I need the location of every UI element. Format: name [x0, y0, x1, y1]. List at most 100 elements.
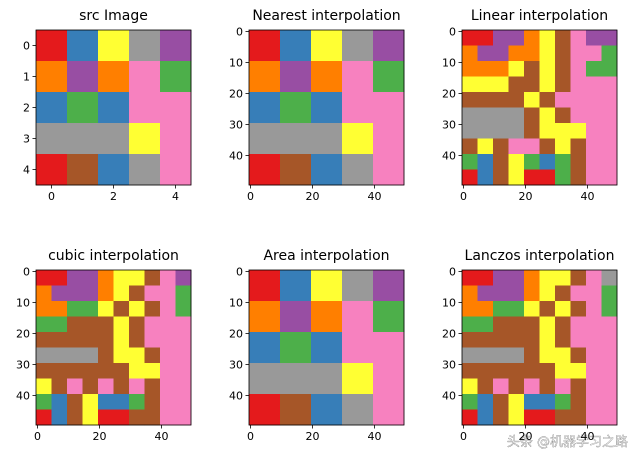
pixel — [113, 270, 130, 286]
pixel — [82, 409, 99, 426]
pixel — [601, 45, 618, 62]
pixel — [280, 30, 312, 62]
pixel — [539, 270, 556, 286]
pixel — [493, 378, 509, 395]
pixel — [539, 138, 556, 155]
pixel — [508, 378, 525, 395]
pixel — [113, 332, 130, 348]
pixel — [493, 107, 509, 124]
pixel — [508, 61, 525, 77]
pixel — [586, 123, 602, 139]
pixel — [524, 76, 540, 93]
pixel — [82, 316, 99, 333]
pixel — [311, 270, 343, 302]
pixel — [129, 154, 161, 186]
pixel — [508, 347, 525, 364]
pixel — [570, 92, 587, 108]
pixel — [508, 301, 525, 317]
x-tick-label: 2 — [110, 190, 117, 203]
pixel — [67, 394, 83, 410]
pixel — [601, 301, 618, 317]
pixel — [493, 409, 509, 426]
pixel — [144, 301, 161, 317]
pixel — [160, 154, 192, 186]
pixel — [36, 316, 52, 333]
pixel — [586, 45, 602, 62]
pixel — [113, 285, 130, 302]
pixel — [280, 92, 312, 124]
pixel — [67, 154, 99, 186]
pixel — [555, 92, 571, 108]
pixel — [342, 61, 374, 93]
pixel — [477, 107, 494, 124]
pixel — [570, 332, 587, 348]
pixel — [51, 347, 68, 364]
y-tick-label: 10 — [229, 57, 243, 70]
x-tick-label: 40 — [368, 430, 382, 443]
pixel — [601, 332, 618, 348]
subplot-title: Nearest interpolation — [252, 8, 400, 24]
pixel — [175, 409, 192, 426]
pixel — [98, 347, 114, 364]
pixel — [493, 363, 509, 379]
subplot-title: Lanczos interpolation — [465, 248, 615, 264]
axes-frame — [461, 29, 618, 186]
pixel — [493, 169, 509, 186]
pixel — [601, 347, 618, 364]
pixel — [477, 347, 494, 364]
pixel — [462, 154, 478, 170]
pixel — [175, 378, 192, 395]
pixel — [36, 285, 52, 302]
pixel — [144, 347, 161, 364]
pixel — [586, 409, 602, 426]
pixel — [36, 394, 52, 410]
x-tick-label: 0 — [460, 430, 467, 443]
pixel — [586, 378, 602, 395]
pixel — [555, 123, 571, 139]
pixel — [524, 378, 540, 395]
pixel — [144, 378, 161, 395]
pixel — [601, 316, 618, 333]
pixel — [539, 332, 556, 348]
pixel — [144, 285, 161, 302]
pixel — [539, 30, 556, 46]
pixel — [462, 169, 478, 186]
pixel — [280, 270, 312, 302]
pixel — [601, 394, 618, 410]
pixel — [51, 316, 68, 333]
pixel — [601, 61, 618, 77]
pixel — [601, 363, 618, 379]
pixel — [477, 169, 494, 186]
pixel — [477, 270, 494, 286]
y-tick-label: 40 — [229, 390, 243, 403]
y-tick-label: 20 — [442, 88, 456, 101]
y-tick-label: 40 — [229, 150, 243, 163]
pixel — [82, 363, 99, 379]
pixel — [539, 154, 556, 170]
pixel — [160, 123, 192, 155]
pixel — [342, 30, 374, 62]
pixel — [570, 169, 587, 186]
x-tick-label: 20 — [519, 430, 533, 443]
pixel — [175, 332, 192, 348]
pixel — [555, 363, 571, 379]
pixel — [524, 394, 540, 410]
pixel — [342, 394, 374, 426]
pixel — [175, 270, 192, 286]
pixel — [36, 301, 52, 317]
pixel — [129, 363, 145, 379]
pixel — [280, 363, 312, 395]
pixel — [67, 123, 99, 155]
pixel — [586, 270, 602, 286]
y-tick-label: 10 — [16, 297, 30, 310]
pixel — [280, 332, 312, 364]
pixel — [98, 332, 114, 348]
pixel — [342, 332, 374, 364]
pixel — [570, 363, 587, 379]
pixel — [508, 285, 525, 302]
pixel — [67, 316, 83, 333]
image — [249, 270, 405, 426]
pixel — [524, 45, 540, 62]
pixel — [98, 154, 130, 186]
pixel — [129, 394, 145, 410]
